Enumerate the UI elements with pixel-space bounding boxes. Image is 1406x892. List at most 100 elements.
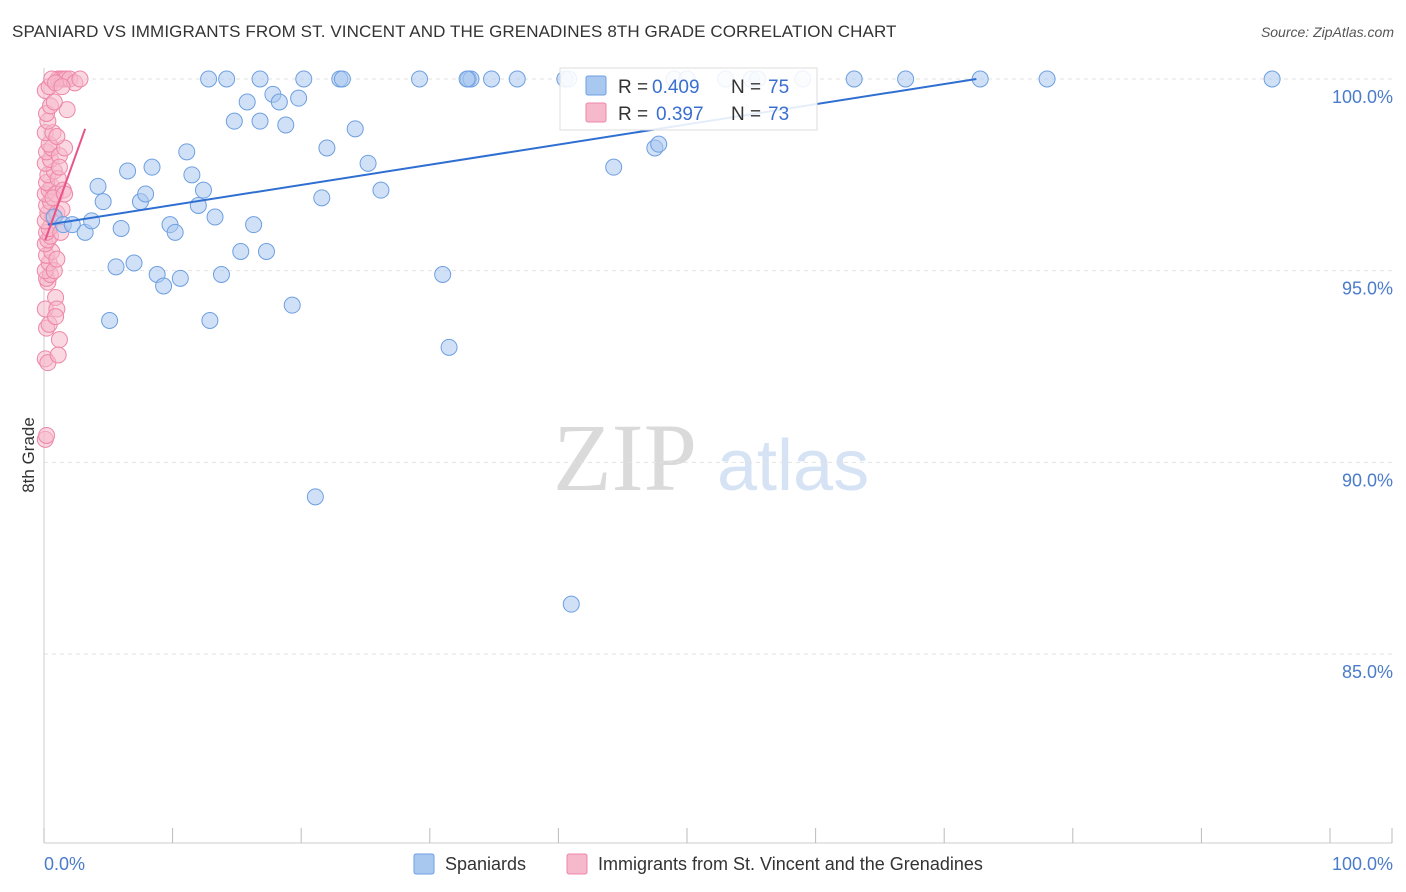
data-point-immigrants [50,331,68,349]
source-credit: Source: ZipAtlas.com [1260,24,1394,40]
data-point-spaniards [232,243,250,260]
stats-swatch-immigrants [585,102,607,123]
data-point-spaniards [178,143,196,161]
series-immigrants-st-vincent [36,70,89,448]
legend-swatch-spaniards [413,853,435,875]
data-point-spaniards [112,220,130,237]
stats-r-value-spaniards: 0.409 [652,77,700,98]
data-point-spaniards [101,312,119,329]
data-point-spaniards [290,89,308,107]
data-point-spaniards [245,216,263,234]
y-tick-label: 100.0% [1332,87,1393,107]
data-point-spaniards [372,181,390,199]
data-point-spaniards [251,70,269,88]
data-point-spaniards [605,158,623,176]
y-tick-label: 95.0% [1342,279,1393,299]
watermark-zip: ZIP [553,404,697,511]
watermark: ZIP atlas [553,404,869,511]
data-point-spaniards [125,254,143,272]
data-point-spaniards [218,70,236,88]
y-tick-label: 90.0% [1342,470,1393,490]
data-point-spaniards [107,258,125,276]
data-point-spaniards [306,488,324,506]
stats-n-value-spaniards: 75 [768,77,789,98]
data-point-immigrants [53,78,71,96]
data-point-spaniards [897,70,915,88]
data-point-spaniards [183,166,201,184]
data-point-immigrants [50,158,68,176]
data-point-spaniards [359,154,377,172]
stats-r-label-immigrants: R = [618,104,648,125]
data-point-spaniards [194,181,212,199]
data-point-spaniards [166,223,184,241]
data-point-spaniards [251,112,269,130]
data-point-spaniards [1263,70,1281,88]
stats-n-value-immigrants: 73 [768,104,789,125]
data-point-spaniards [89,177,107,195]
data-point-spaniards [650,135,668,153]
stats-n-label-spaniards: N = [731,77,761,98]
data-point-spaniards [155,277,173,295]
legend-swatch-immigrants [566,853,588,875]
data-point-spaniards [257,243,275,260]
data-point-spaniards [434,266,452,283]
data-point-immigrants [48,250,66,268]
y-axis-label: 8th Grade [19,417,38,493]
gridlines [44,78,1392,655]
stats-swatch-spaniards [585,75,607,96]
data-point-immigrants [58,101,76,119]
data-point-immigrants [71,70,89,88]
data-point-spaniards [440,338,458,356]
data-point-spaniards [845,70,863,88]
trend-line-immigrants [44,128,87,241]
data-point-spaniards [318,139,336,157]
stats-n-label-immigrants: N = [731,104,761,125]
chart-title: SPANIARD VS IMMIGRANTS FROM ST. VINCENT … [12,22,897,41]
data-point-spaniards [238,93,256,111]
data-point-spaniards [270,93,288,111]
legend: Spaniards Immigrants from St. Vincent an… [413,853,983,875]
data-point-spaniards [295,70,313,88]
data-point-spaniards [313,189,331,207]
stats-r-value-immigrants: 0.397 [656,104,704,125]
data-point-spaniards [200,70,218,88]
x-tick-label-left: 0.0% [44,854,85,874]
data-point-spaniards [206,208,224,226]
legend-label-spaniards: Spaniards [445,854,526,874]
data-point-spaniards [483,70,501,88]
y-tick-label: 85.0% [1342,662,1393,682]
data-point-spaniards [333,70,351,88]
data-point-spaniards [83,212,101,230]
legend-label-immigrants: Immigrants from St. Vincent and the Gren… [598,854,983,874]
data-point-spaniards [562,595,580,613]
data-point-spaniards [212,266,230,283]
data-point-spaniards [346,120,364,138]
data-point-immigrants [45,93,63,111]
data-point-spaniards [119,162,137,180]
data-point-spaniards [225,112,243,130]
data-point-spaniards [277,116,295,134]
trend-line-spaniards [47,78,977,226]
data-point-spaniards [171,269,189,287]
data-point-spaniards [1038,70,1056,88]
data-point-immigrants [38,427,56,444]
stats-box: R = 0.409 N = 75 R = 0.397 N = 73 [559,67,818,131]
trend-lines [44,78,977,241]
data-point-spaniards [411,70,429,88]
data-point-spaniards [201,312,219,329]
watermark-atlas: atlas [717,426,869,506]
data-point-spaniards [94,193,112,211]
data-point-immigrants [47,308,65,326]
data-point-spaniards [508,70,526,88]
y-tick-labels: 100.0% 95.0% 90.0% 85.0% [1332,87,1393,682]
stats-r-label-spaniards: R = [618,77,648,98]
x-tick-label-right: 100.0% [1332,854,1393,874]
data-point-spaniards [143,158,161,176]
data-point-spaniards [137,185,155,203]
data-point-immigrants [48,128,66,145]
data-point-immigrants [49,346,67,364]
data-point-spaniards [283,296,301,314]
data-point-spaniards [458,70,476,88]
series-spaniards [45,70,1281,613]
